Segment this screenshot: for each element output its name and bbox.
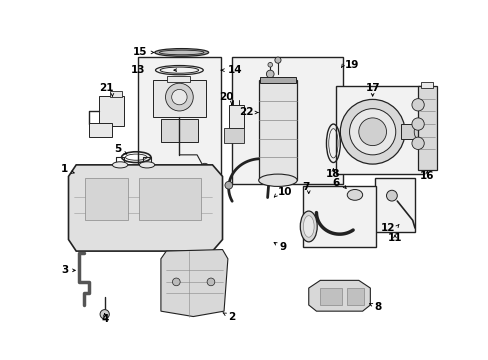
- Circle shape: [165, 83, 193, 111]
- Bar: [139, 178, 201, 220]
- Ellipse shape: [413, 125, 421, 139]
- Bar: [224, 128, 244, 143]
- Circle shape: [100, 310, 109, 319]
- Text: 22: 22: [238, 108, 253, 117]
- Text: 20: 20: [219, 92, 233, 102]
- Ellipse shape: [139, 162, 154, 168]
- Bar: [85, 178, 127, 220]
- Bar: [153, 80, 205, 117]
- Text: 11: 11: [387, 233, 402, 243]
- Bar: [335, 86, 424, 174]
- Bar: [167, 76, 190, 82]
- Bar: [99, 95, 123, 126]
- Ellipse shape: [303, 216, 313, 237]
- Ellipse shape: [159, 50, 203, 55]
- Circle shape: [224, 181, 232, 189]
- Bar: [417, 86, 436, 170]
- Polygon shape: [308, 280, 369, 311]
- Bar: [161, 119, 198, 142]
- Polygon shape: [161, 249, 227, 316]
- Bar: [260, 77, 295, 83]
- Ellipse shape: [154, 49, 208, 56]
- Text: 14: 14: [227, 65, 242, 75]
- Bar: [320, 288, 341, 305]
- Bar: [231, 57, 343, 184]
- Circle shape: [207, 278, 214, 286]
- Circle shape: [171, 89, 187, 105]
- Circle shape: [411, 137, 424, 149]
- Text: 18: 18: [325, 169, 340, 179]
- Circle shape: [266, 70, 274, 78]
- Bar: [374, 178, 414, 232]
- Text: 6: 6: [331, 178, 339, 188]
- Text: 4: 4: [101, 314, 108, 324]
- Bar: [138, 57, 221, 184]
- Circle shape: [358, 118, 386, 145]
- Bar: [88, 123, 111, 137]
- Ellipse shape: [258, 174, 297, 186]
- Bar: [400, 124, 417, 139]
- Ellipse shape: [300, 211, 317, 242]
- Text: 7: 7: [302, 182, 309, 192]
- Bar: [110, 91, 122, 97]
- Bar: [346, 288, 364, 305]
- Circle shape: [411, 118, 424, 130]
- Text: 15: 15: [132, 48, 147, 58]
- Polygon shape: [68, 165, 222, 251]
- Ellipse shape: [112, 162, 127, 168]
- Text: 1: 1: [61, 164, 68, 174]
- Text: 12: 12: [380, 223, 394, 233]
- Bar: [258, 80, 297, 180]
- Text: 16: 16: [419, 171, 434, 181]
- Text: 19: 19: [344, 60, 359, 70]
- Circle shape: [340, 99, 404, 164]
- Ellipse shape: [346, 189, 362, 200]
- Text: 2: 2: [227, 312, 235, 322]
- Bar: [302, 186, 375, 247]
- Circle shape: [200, 163, 209, 172]
- Text: 5: 5: [114, 144, 121, 154]
- Circle shape: [411, 99, 424, 111]
- Text: 21: 21: [99, 83, 113, 93]
- Text: 8: 8: [373, 302, 381, 311]
- Circle shape: [267, 62, 272, 67]
- Text: 10: 10: [277, 187, 292, 197]
- Bar: [228, 105, 244, 128]
- Text: 13: 13: [131, 65, 145, 75]
- Text: 3: 3: [61, 265, 68, 275]
- Circle shape: [349, 109, 395, 155]
- Circle shape: [386, 190, 396, 201]
- Circle shape: [172, 278, 180, 286]
- Bar: [420, 82, 432, 88]
- Text: 9: 9: [279, 242, 286, 252]
- Circle shape: [274, 57, 281, 63]
- Text: 17: 17: [365, 83, 379, 93]
